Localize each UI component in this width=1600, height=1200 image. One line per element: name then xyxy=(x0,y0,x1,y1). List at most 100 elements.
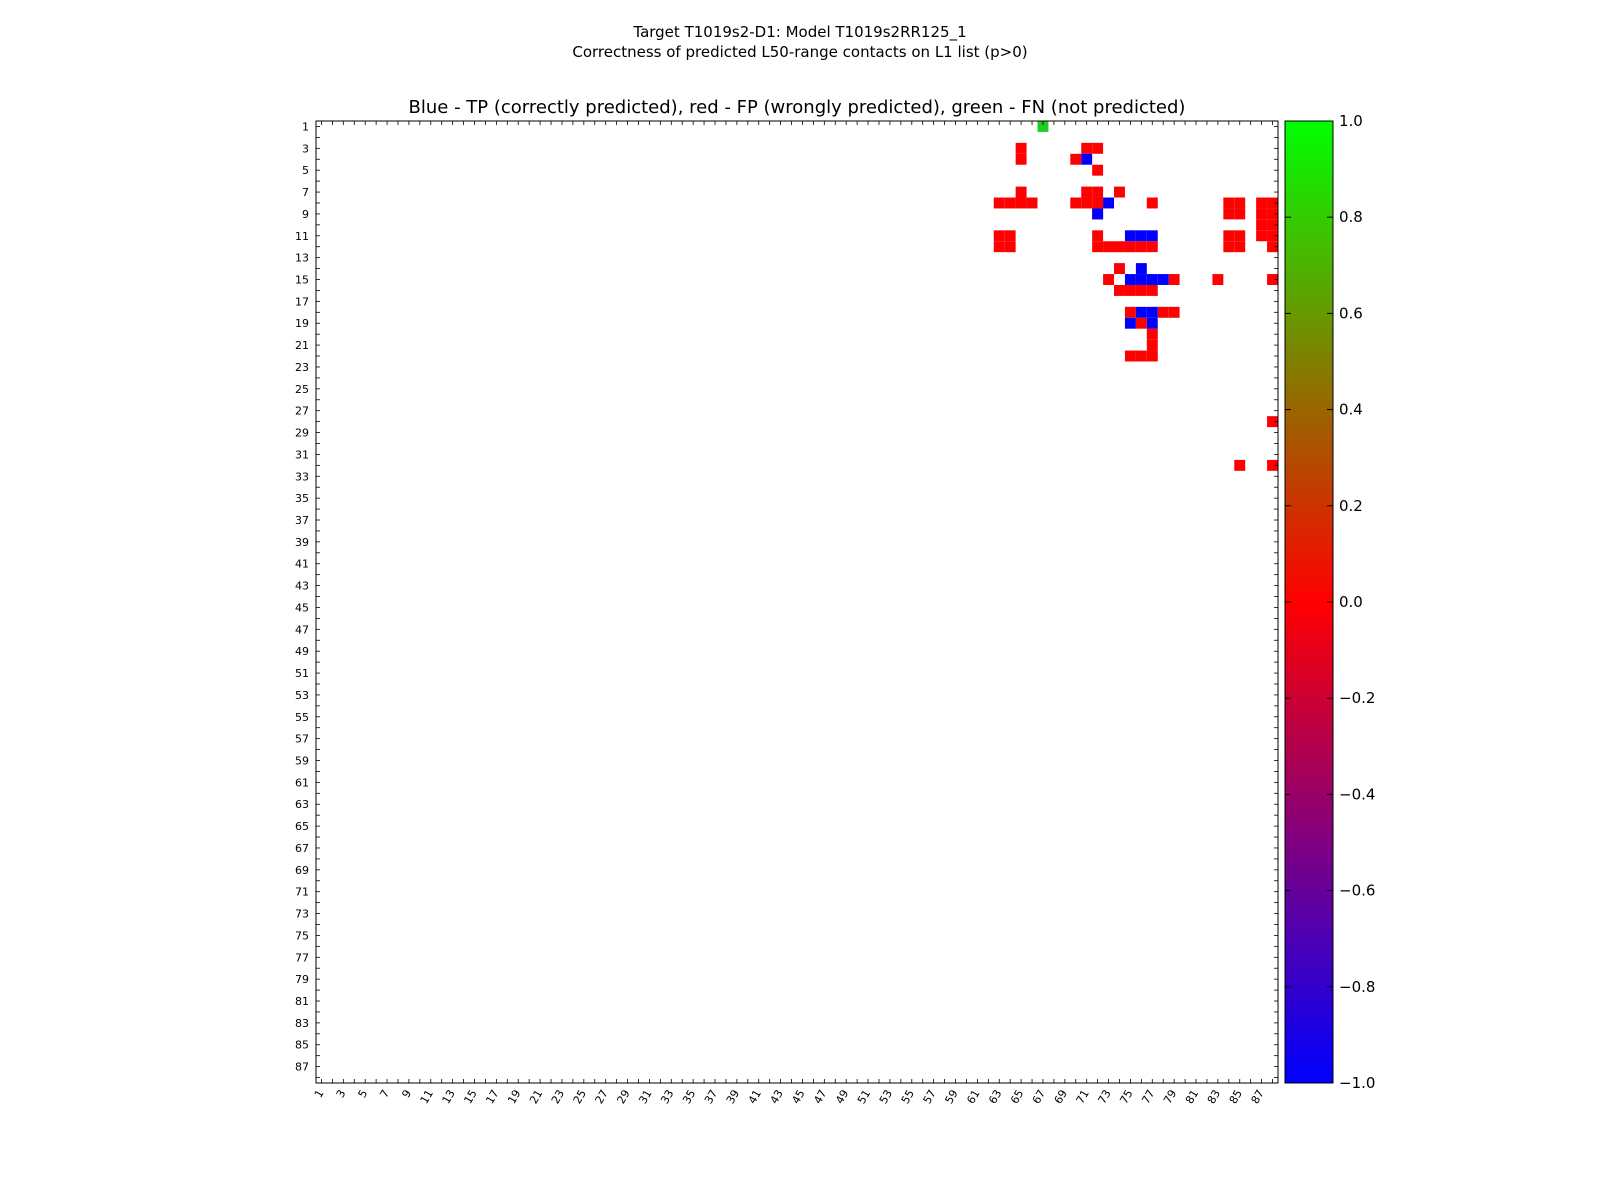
y-tick-label: 15 xyxy=(295,274,309,287)
cell-fp xyxy=(1146,339,1158,351)
cell-fp xyxy=(1124,241,1136,253)
cell-fp xyxy=(1124,306,1136,318)
x-tick-label: 39 xyxy=(724,1088,742,1107)
y-tick-label: 65 xyxy=(295,820,309,833)
y-tick-label: 1 xyxy=(302,120,309,133)
cell-fp xyxy=(1146,284,1158,296)
cell-fp xyxy=(1256,219,1268,231)
cell-tp xyxy=(1081,153,1093,165)
x-tick-label: 69 xyxy=(1052,1088,1070,1107)
cell-fp xyxy=(1092,197,1104,209)
cell-fp xyxy=(1015,153,1027,165)
x-tick-label: 67 xyxy=(1030,1088,1048,1107)
colorbar-tick-label: 1.0 xyxy=(1339,112,1363,130)
cell-fp xyxy=(1146,197,1158,209)
y-tick-label: 61 xyxy=(295,776,309,789)
y-tick-label: 71 xyxy=(295,886,309,899)
colorbar-tick-label: 0.0 xyxy=(1339,593,1363,611)
cell-tp xyxy=(1135,274,1147,285)
x-tick-label: 35 xyxy=(680,1088,698,1107)
x-tick-label: 31 xyxy=(636,1088,654,1107)
cell-fp xyxy=(1015,186,1027,198)
x-tick-label: 41 xyxy=(746,1088,764,1107)
y-tick-label: 7 xyxy=(302,186,309,199)
cell-fp xyxy=(1081,197,1093,209)
y-tick-label: 77 xyxy=(295,951,309,964)
cell-fp xyxy=(1092,241,1104,253)
y-tick-label: 19 xyxy=(295,317,309,330)
y-tick-label: 13 xyxy=(295,252,309,265)
cell-fp xyxy=(1146,328,1158,340)
colorbar: 1.0 0.8 0.6 0.4 0.2 0.0 −0.2 −0.4 −0.6 −0.8 −1.0 xyxy=(1284,112,1375,1092)
cell-fp xyxy=(993,197,1005,209)
x-tick-label: 55 xyxy=(899,1088,917,1107)
x-tick-label: 23 xyxy=(549,1088,567,1107)
y-tick-label: 73 xyxy=(295,908,309,921)
cell-fp xyxy=(1135,241,1147,253)
cell-fp xyxy=(1234,459,1246,471)
x-tick-label: 59 xyxy=(942,1088,960,1107)
y-tick-label: 25 xyxy=(295,383,309,396)
colorbar-tick-label: 0.4 xyxy=(1339,401,1363,419)
cell-fp xyxy=(1223,230,1235,242)
y-tick-label: 83 xyxy=(295,1017,309,1030)
cell-fp xyxy=(1124,284,1136,296)
y-tick-label: 3 xyxy=(302,142,309,155)
cell-fp xyxy=(1004,197,1016,209)
colorbar-tick-label: −0.2 xyxy=(1339,689,1375,707)
cell-tp xyxy=(1146,317,1158,329)
cell-fp xyxy=(1223,241,1235,253)
x-tick-label: 29 xyxy=(614,1088,632,1107)
cell-fp xyxy=(1026,197,1038,209)
heatmap-cells xyxy=(993,121,1278,471)
x-tick-label: 15 xyxy=(461,1088,479,1107)
cell-fp xyxy=(1004,241,1016,253)
cell-fp xyxy=(1256,208,1268,220)
colorbar-tick-label: −0.4 xyxy=(1339,785,1375,803)
cell-fp xyxy=(1157,306,1169,318)
y-tick-label: 31 xyxy=(295,448,309,461)
cell-fp xyxy=(1168,306,1180,318)
x-tick-label: 33 xyxy=(658,1088,676,1107)
cell-fp xyxy=(1081,186,1093,198)
cell-fp xyxy=(1267,230,1278,242)
y-tick-label: 51 xyxy=(295,667,309,680)
x-tick-label: 75 xyxy=(1117,1088,1135,1107)
y-tick-label: 67 xyxy=(295,842,309,855)
cell-tp xyxy=(1157,274,1169,285)
cell-fp xyxy=(1070,197,1082,209)
x-tick-label: 13 xyxy=(440,1088,458,1107)
y-tick-label: 27 xyxy=(295,405,309,418)
cell-fp xyxy=(1168,274,1180,285)
cell-fp xyxy=(1256,230,1268,242)
x-tick-label: 73 xyxy=(1095,1088,1113,1107)
cell-fp xyxy=(1124,350,1136,362)
x-tick-label: 5 xyxy=(356,1088,371,1101)
cell-fp xyxy=(1234,241,1246,253)
y-tick-label: 41 xyxy=(295,558,309,571)
y-tick-label: 9 xyxy=(302,208,309,221)
cell-fp xyxy=(1092,142,1104,154)
x-tick-label: 21 xyxy=(527,1088,545,1107)
cell-fp xyxy=(1267,274,1278,285)
cell-fp xyxy=(1135,317,1147,329)
y-tick-label: 33 xyxy=(295,470,309,483)
cell-fp xyxy=(1081,142,1093,154)
y-tick-label: 81 xyxy=(295,995,309,1008)
cell-fp xyxy=(1070,153,1082,165)
y-tick-label: 45 xyxy=(295,601,309,614)
axes-title: Blue - TP (correctly predicted), red - F… xyxy=(409,97,1186,118)
y-tick-label: 5 xyxy=(302,164,309,177)
y-tick-label: 21 xyxy=(295,339,309,352)
colorbar-gradient xyxy=(1284,120,1334,1084)
cell-fp xyxy=(1092,164,1104,176)
y-tick-label: 79 xyxy=(295,973,309,986)
cell-tp xyxy=(1103,197,1115,209)
cell-fp xyxy=(1223,208,1235,220)
cell-fp xyxy=(993,230,1005,242)
cell-fp xyxy=(1092,230,1104,242)
x-tick-label: 27 xyxy=(593,1088,611,1107)
y-tick-label: 55 xyxy=(295,711,309,724)
y-tick-label: 75 xyxy=(295,929,309,942)
figure-suptitle-line2: Correctness of predicted L50-range conta… xyxy=(572,43,1028,61)
